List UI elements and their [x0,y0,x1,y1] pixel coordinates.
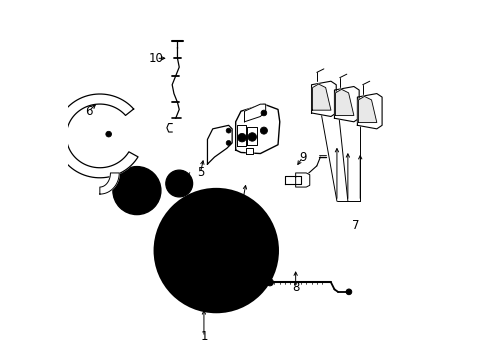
Polygon shape [244,104,265,122]
Text: 7: 7 [351,219,359,232]
Circle shape [171,234,177,239]
Polygon shape [100,173,119,194]
Circle shape [165,170,192,197]
Text: 1: 1 [200,330,207,343]
Circle shape [188,284,193,289]
Polygon shape [236,125,246,147]
Circle shape [207,242,224,259]
Circle shape [214,292,220,297]
Circle shape [122,176,151,206]
Polygon shape [285,176,300,184]
Circle shape [152,182,157,187]
Circle shape [261,110,266,116]
Polygon shape [56,94,138,178]
Text: 8: 8 [291,281,299,294]
Circle shape [117,182,122,187]
Circle shape [113,167,161,215]
Polygon shape [207,125,232,164]
Circle shape [256,236,261,242]
Polygon shape [235,104,279,154]
Text: 9: 9 [298,150,306,163]
Circle shape [189,224,242,277]
Polygon shape [334,86,358,122]
Circle shape [260,127,267,134]
Circle shape [134,170,139,174]
Circle shape [240,282,246,288]
Circle shape [145,203,150,208]
Polygon shape [335,89,353,116]
Circle shape [201,266,205,271]
Circle shape [226,266,231,271]
Polygon shape [358,96,376,122]
Polygon shape [312,84,330,110]
Text: 4: 4 [239,195,246,208]
Text: 6: 6 [84,105,92,118]
Circle shape [240,213,246,219]
Circle shape [256,259,261,265]
Circle shape [346,289,351,294]
Circle shape [170,174,188,193]
Circle shape [154,189,278,312]
Circle shape [161,195,271,306]
Circle shape [105,131,111,137]
Circle shape [234,242,239,246]
Text: 2: 2 [126,197,133,210]
Circle shape [197,231,235,270]
Circle shape [225,128,231,133]
Circle shape [214,204,220,209]
Circle shape [247,133,256,141]
Circle shape [129,183,144,198]
Polygon shape [357,94,381,129]
Circle shape [237,134,246,142]
Circle shape [174,179,183,188]
Text: 5: 5 [196,166,203,179]
Circle shape [266,279,273,286]
Circle shape [214,226,218,231]
Circle shape [225,140,231,145]
Polygon shape [295,173,309,187]
Polygon shape [246,148,253,154]
Circle shape [123,203,128,208]
Circle shape [188,212,193,217]
Text: 10: 10 [148,52,163,65]
Text: 3: 3 [168,182,176,195]
Circle shape [171,262,177,267]
Polygon shape [311,81,336,117]
Polygon shape [247,127,256,145]
Circle shape [193,242,197,246]
